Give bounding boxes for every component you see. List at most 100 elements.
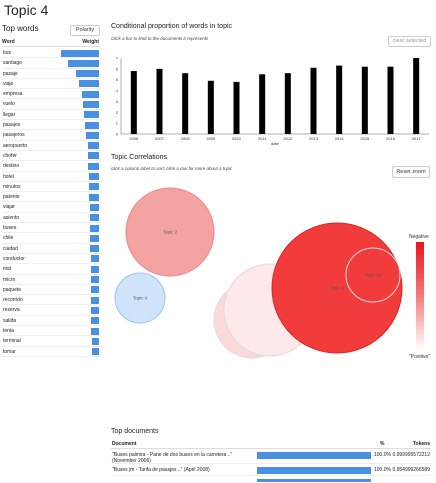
word-row[interactable]: reserva [2, 305, 100, 316]
bar-2006[interactable] [130, 71, 137, 134]
top-documents-title: Top documents [111, 428, 159, 435]
col-document-header[interactable]: Document [112, 441, 137, 447]
top-words-panel: Top words Polarity [2, 22, 102, 38]
document-pct-bar [257, 479, 371, 482]
word-label: bus [3, 50, 12, 56]
word-row[interactable]: terminal [2, 336, 100, 347]
y-tick-label: 0 [116, 132, 119, 137]
word-weight-bar [83, 111, 99, 119]
word-row[interactable]: salida [2, 316, 100, 327]
word-label: viaje [3, 80, 14, 87]
word-row[interactable]: viaje [2, 79, 100, 90]
bar-2011[interactable] [259, 74, 266, 134]
legend-negative-label: Negative [409, 234, 429, 240]
word-row[interactable]: tenia [2, 326, 100, 337]
top-documents-header: Document % Tokens [111, 440, 431, 449]
word-row[interactable]: vuelo [2, 99, 100, 110]
document-row[interactable]: "Buses jm - Tarifa de pasajes .." (April… [111, 464, 431, 476]
document-tokens: 0.999995572212 [392, 452, 430, 458]
document-tokens: 0.954999266589 [392, 467, 430, 473]
word-row[interactable]: chofer [2, 151, 100, 162]
word-weight-bar [89, 224, 99, 232]
word-label: buses [3, 225, 17, 232]
word-row[interactable]: pasaje [2, 69, 100, 79]
word-row[interactable]: paquete [2, 285, 100, 296]
word-label: mal [3, 266, 12, 273]
word-weight-bar [91, 337, 99, 345]
word-label: aeropuerto [3, 142, 28, 149]
col-word-header[interactable]: Word [2, 39, 15, 45]
bar-2014[interactable] [336, 65, 343, 134]
bar-2017[interactable] [413, 58, 420, 134]
word-row[interactable]: pasajes [2, 120, 100, 131]
bar-2007[interactable] [156, 68, 163, 134]
word-row[interactable]: asiento [2, 213, 100, 224]
word-label: santiago [3, 60, 22, 67]
word-weight-bar [67, 59, 99, 67]
document-row[interactable]: "Buses palmira - Pane de dos buses en la… [111, 449, 431, 464]
bar-2010[interactable] [233, 81, 240, 134]
x-tick-label: 2008 [181, 136, 191, 141]
word-row[interactable]: aeropuerto [2, 141, 100, 151]
word-row[interactable]: pasajeros [2, 130, 100, 141]
document-pct: 100.0% [374, 467, 391, 473]
word-label: salida [3, 317, 17, 324]
word-weight-bar [88, 173, 99, 181]
word-label: paquete [3, 286, 22, 293]
bar-2016[interactable] [387, 66, 394, 134]
document-title[interactable]: "Buses jm - Tarifa de pasajes .." (April… [112, 467, 210, 473]
word-row[interactable]: bus [2, 48, 100, 59]
word-label: tenia [3, 328, 14, 335]
bar-2012[interactable] [284, 73, 291, 134]
bar-2015[interactable] [361, 66, 368, 134]
word-row[interactable]: conductor [2, 254, 100, 265]
word-row[interactable]: santiago [2, 58, 100, 69]
word-weight-bar [83, 100, 99, 108]
document-title[interactable]: "Buses palmira - Pane de dos buses en la… [112, 452, 233, 464]
bar-2008[interactable] [182, 73, 189, 134]
word-weight-bar [61, 49, 99, 57]
word-row[interactable]: destino [2, 161, 100, 172]
word-row[interactable]: viajar [2, 202, 100, 213]
col-weight-header[interactable]: Weight [82, 39, 99, 45]
word-row[interactable]: patente [2, 192, 100, 203]
word-row[interactable]: ciudad [2, 244, 100, 254]
word-row[interactable]: llegar [2, 110, 100, 121]
topic-bubble[interactable] [125, 187, 215, 277]
word-row[interactable]: hotel [2, 172, 100, 182]
word-weight-bar [91, 306, 99, 314]
top-documents-table: Document % Tokens "Buses palmira - Pane … [111, 440, 431, 482]
word-weight-bar [87, 152, 99, 160]
word-row[interactable]: chile [2, 233, 100, 244]
word-label: micro [3, 276, 16, 283]
topic-bubble[interactable] [271, 222, 403, 354]
word-label: chofer [3, 152, 17, 159]
word-row[interactable]: recorrido [2, 295, 100, 306]
bar-2009[interactable] [207, 80, 214, 134]
word-label: llegar [3, 111, 16, 118]
word-row[interactable]: mal [2, 264, 100, 275]
clear-selected-button[interactable]: clear selected [388, 36, 431, 47]
x-tick-label: 2015 [360, 136, 370, 141]
word-row[interactable]: tomar [2, 347, 100, 357]
col-pct-header[interactable]: % [380, 441, 385, 447]
word-row[interactable]: minutos [2, 182, 100, 193]
topic-bubble[interactable] [345, 247, 401, 303]
word-row[interactable]: micro [2, 275, 100, 285]
word-row[interactable]: empresa [2, 89, 100, 100]
word-weight-bar [90, 234, 99, 242]
x-tick-label: 2010 [232, 136, 242, 141]
topic-bubble[interactable] [114, 272, 166, 324]
word-weight-bar [88, 162, 99, 170]
word-row[interactable]: buses [2, 223, 100, 234]
col-tokens-header[interactable]: Tokens [412, 441, 430, 447]
document-row-partial[interactable] [111, 476, 431, 482]
bar-2013[interactable] [310, 67, 317, 134]
page-title: Topic 4 [4, 2, 49, 18]
polarity-button[interactable]: Polarity [70, 25, 100, 36]
word-label: tomar [3, 348, 16, 355]
word-label: reserva [3, 307, 20, 314]
word-label: asiento [3, 214, 20, 221]
reset-zoom-button[interactable]: Reset zoom [392, 166, 430, 178]
